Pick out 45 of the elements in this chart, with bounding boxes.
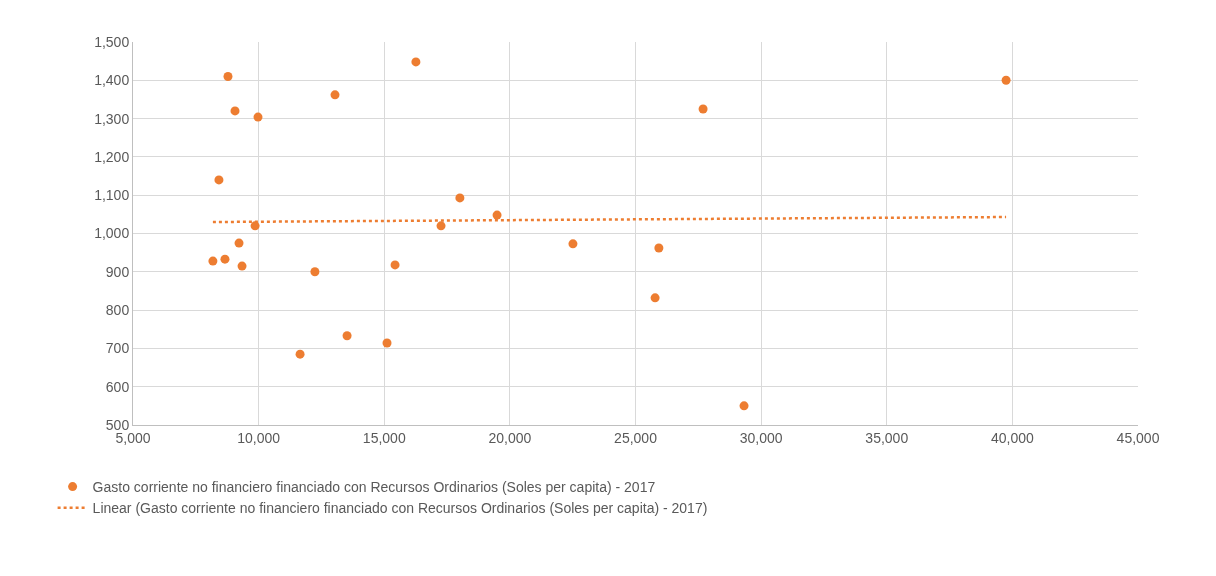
- x-tick-label: 25,000: [614, 429, 658, 446]
- y-tick-label: 1,200: [94, 148, 130, 165]
- point: [214, 175, 224, 185]
- y-tick-label: 700: [105, 340, 130, 357]
- point: [208, 256, 218, 266]
- point: [237, 261, 247, 271]
- y-tick-label: 800: [105, 302, 130, 318]
- point: [230, 106, 240, 116]
- point: [739, 401, 749, 411]
- point: [234, 238, 244, 248]
- point: [698, 104, 708, 114]
- point: [492, 210, 502, 220]
- point: [411, 57, 421, 67]
- point: [568, 239, 578, 249]
- x-tick-label: 45,000: [1116, 429, 1160, 446]
- point: [382, 338, 392, 348]
- point: [1001, 75, 1011, 85]
- x-tick-label: 10,000: [237, 429, 281, 446]
- y-tick-label: 1,100: [94, 187, 130, 204]
- y-tick-label: 1,000: [94, 225, 130, 242]
- point: [390, 260, 400, 270]
- point: [436, 221, 446, 231]
- y-tick-label: 1,500: [94, 33, 130, 50]
- x-tick-label: 15,000: [362, 429, 406, 446]
- point: [253, 112, 263, 122]
- y-tick-label: 900: [105, 263, 130, 280]
- legend-label: Gasto corriente no financiero financiado con Recursos Ordinarios (Soles per capita) - 2017: [92, 479, 656, 496]
- x-tick-label: 20,000: [488, 429, 532, 446]
- x-tick-label: 35,000: [865, 429, 909, 446]
- point: [650, 293, 660, 303]
- point: [250, 221, 260, 231]
- legend-label: Linear (Gasto corriente no financiero financiado con Recursos Ordinarios (Soles per capita) - 2017): [92, 500, 708, 517]
- point: [295, 349, 305, 359]
- point: [220, 254, 230, 264]
- point: [654, 243, 664, 253]
- y-tick-label: 600: [105, 378, 130, 395]
- point: [310, 267, 320, 277]
- point: [342, 331, 352, 341]
- y-tick-label: 1,400: [94, 72, 130, 89]
- point: [223, 71, 233, 81]
- y-tick-label: 1,300: [94, 110, 130, 127]
- x-tick-label: 40,000: [990, 429, 1034, 446]
- point: [330, 90, 340, 100]
- x-tick-label: 30,000: [739, 429, 783, 446]
- point: [455, 193, 465, 203]
